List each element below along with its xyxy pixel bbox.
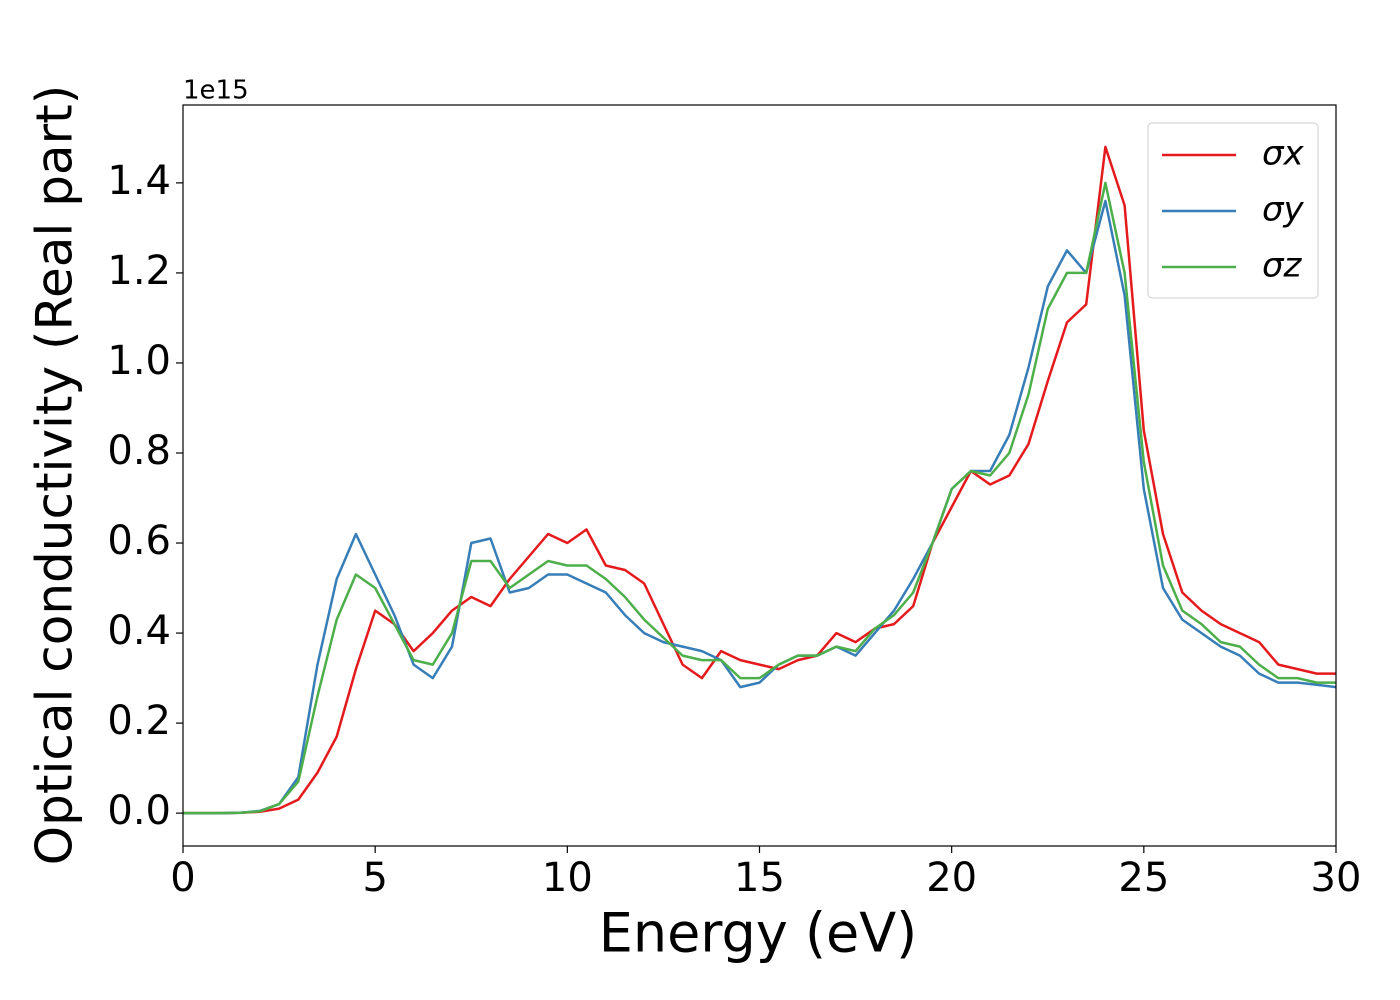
- x-tick-label: 20: [926, 855, 977, 901]
- legend-label: σx: [1262, 134, 1305, 174]
- legend-label: σz: [1262, 246, 1303, 286]
- y-tick-label: 0.8: [107, 428, 171, 474]
- y-axis-label: Optical conductivity (Real part): [26, 85, 84, 866]
- plot-frame: [182, 104, 1337, 847]
- x-tick-label: 15: [734, 855, 785, 901]
- x-tick-label: 10: [542, 855, 593, 901]
- y-tick-label: 0.2: [107, 698, 171, 744]
- x-axis-label: Energy (eV): [599, 902, 918, 965]
- x-tick-label: 30: [1311, 855, 1362, 901]
- y-tick-label: 0.0: [107, 788, 171, 834]
- series-line: [183, 181, 1336, 815]
- x-tick-label: 5: [362, 855, 387, 901]
- x-tick-label: 25: [1118, 855, 1169, 901]
- offset-label: 1e15: [183, 76, 249, 106]
- x-tick-label: 0: [170, 855, 195, 901]
- y-tick-label: 1.0: [107, 338, 171, 384]
- y-tick-label: 1.2: [107, 248, 171, 294]
- y-tick-label: 0.6: [107, 518, 171, 564]
- series-line: [183, 199, 1337, 815]
- y-tick-label: 0.4: [107, 608, 171, 654]
- y-tick-label: 1.4: [107, 158, 171, 204]
- legend-label: σy: [1262, 190, 1305, 230]
- series-line: [183, 145, 1336, 815]
